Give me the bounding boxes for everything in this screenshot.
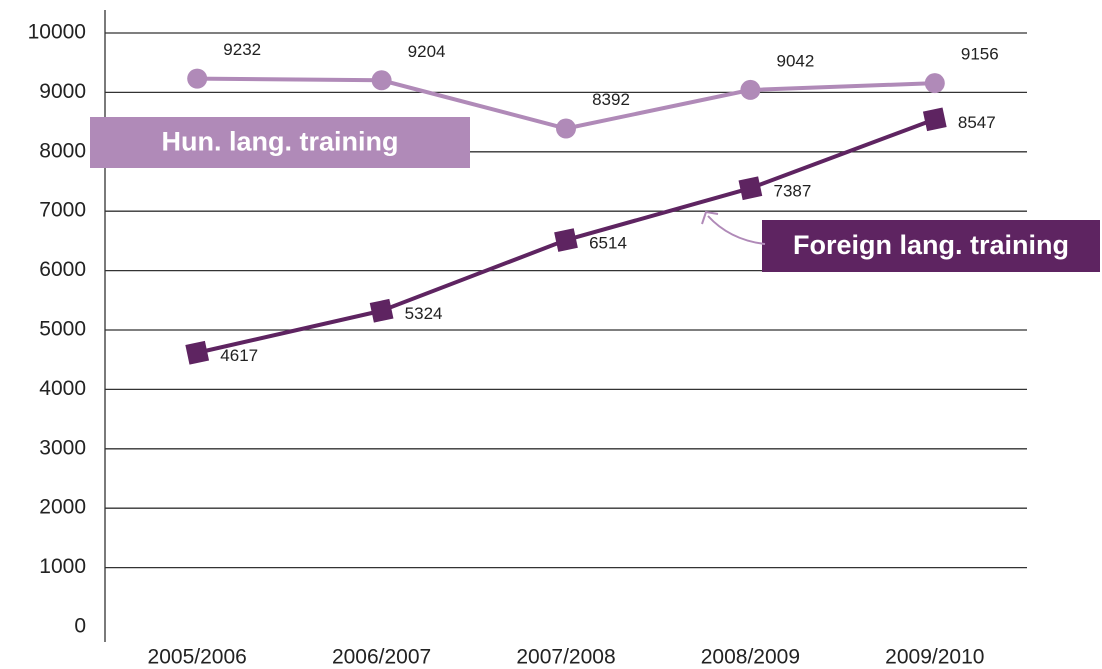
x-tick-label: 2005/2006 — [148, 646, 247, 669]
arrow — [707, 215, 766, 245]
legend-box — [90, 117, 470, 168]
data-label: 5324 — [405, 304, 443, 323]
y-tick-label: 10000 — [28, 21, 86, 44]
data-label: 9232 — [223, 40, 261, 59]
data-label: 6514 — [589, 234, 627, 253]
data-label: 4617 — [220, 346, 258, 365]
marker — [371, 70, 392, 91]
data-label: 9204 — [408, 42, 446, 61]
y-tick-label: 3000 — [39, 436, 86, 459]
data-label: 7387 — [773, 182, 811, 201]
marker — [924, 73, 945, 94]
marker — [556, 118, 576, 139]
data-label: 8547 — [958, 113, 996, 132]
legend-box — [762, 220, 1100, 272]
x-tick-label: 2008/2009 — [701, 646, 800, 669]
marker — [922, 107, 947, 132]
y-tick-label: 4000 — [39, 377, 86, 400]
y-tick-label: 2000 — [39, 496, 86, 519]
data-label: 9042 — [776, 51, 814, 70]
marker — [187, 68, 208, 89]
data-label: 8392 — [592, 90, 630, 109]
marker — [185, 340, 210, 365]
marker — [738, 176, 763, 201]
marker — [740, 79, 761, 100]
marker — [554, 228, 578, 252]
x-tick-label: 2007/2008 — [516, 646, 615, 669]
x-tick-label: 2006/2007 — [332, 646, 431, 669]
legend-label: Foreign lang. training — [793, 230, 1069, 260]
y-tick-label: 5000 — [39, 318, 86, 341]
y-tick-label: 1000 — [39, 555, 86, 578]
y-tick-label: 6000 — [39, 258, 86, 281]
legend-label: Hun. lang. training — [162, 127, 399, 157]
y-tick-label: 7000 — [39, 199, 86, 222]
y-tick-label: 0 — [74, 615, 86, 638]
x-tick-label: 2009/2010 — [885, 646, 984, 669]
arrow-head — [701, 210, 719, 225]
y-tick-label: 8000 — [39, 139, 86, 162]
data-label: 9156 — [961, 45, 999, 64]
y-tick-label: 9000 — [39, 80, 86, 103]
marker — [369, 298, 394, 323]
